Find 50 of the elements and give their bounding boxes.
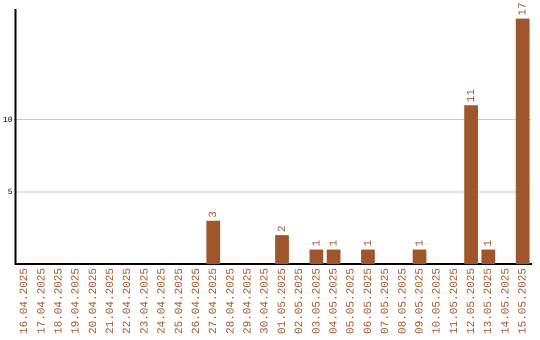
bar — [361, 250, 375, 264]
x-tick-label: 30.04.2025 — [260, 268, 272, 334]
x-tick-label: 03.05.2025 — [311, 268, 324, 334]
x-tick-label: 15.05.2025 — [518, 268, 530, 334]
x-tick-label: 14.05.2025 — [500, 268, 512, 334]
x-tick-label: 19.04.2025 — [70, 268, 83, 334]
x-tick-label: 02.05.2025 — [294, 268, 306, 334]
bar — [326, 250, 340, 264]
x-tick-label: 22.04.2025 — [122, 268, 134, 334]
bar — [464, 105, 478, 264]
data-label: 3 — [208, 211, 220, 218]
x-tick-label: 06.05.2025 — [362, 268, 375, 334]
y-tick-label: 10 — [2, 116, 13, 125]
x-tick-label: 24.04.2025 — [156, 268, 169, 334]
data-label: 1 — [311, 240, 324, 247]
x-tick-label: 20.04.2025 — [88, 268, 100, 334]
data-label: 1 — [362, 240, 375, 247]
x-tick-label: 27.04.2025 — [208, 268, 220, 334]
x-tick-label: 09.05.2025 — [414, 268, 426, 334]
data-label: 1 — [414, 240, 426, 247]
x-tick-label: 10.05.2025 — [432, 268, 444, 334]
bar — [516, 18, 530, 264]
x-tick-label: 25.04.2025 — [174, 268, 186, 334]
data-label: 17 — [518, 2, 530, 16]
x-tick-label: 08.05.2025 — [397, 268, 410, 334]
data-label: 2 — [276, 226, 289, 232]
bar — [206, 220, 220, 264]
x-tick-label: 21.04.2025 — [105, 268, 118, 334]
x-tick-label: 12.05.2025 — [466, 268, 478, 334]
x-tick-label: 07.05.2025 — [380, 268, 392, 334]
x-tick-label: 28.04.2025 — [225, 268, 238, 334]
bar — [275, 235, 289, 264]
x-tick-label: 29.04.2025 — [242, 268, 255, 334]
bar — [310, 250, 324, 264]
x-tick-label: 04.05.2025 — [328, 268, 340, 334]
y-tick-label: 5 — [8, 188, 13, 197]
data-label: 11 — [466, 88, 478, 102]
data-label: 1 — [328, 240, 340, 247]
x-tick-label: 13.05.2025 — [483, 268, 496, 334]
bar — [481, 250, 496, 264]
data-label: 1 — [483, 240, 496, 247]
x-tick-label: 11.05.2025 — [448, 268, 461, 334]
x-tick-label: 23.04.2025 — [139, 268, 152, 334]
x-tick-label: 01.05.2025 — [276, 268, 289, 334]
x-tick-label: 17.04.2025 — [36, 268, 48, 334]
x-tick-label: 16.04.2025 — [19, 268, 32, 334]
x-tick-label: 18.04.2025 — [53, 268, 66, 334]
x-tick-label: 26.04.2025 — [190, 268, 203, 334]
bar — [412, 250, 426, 264]
x-tick-label: 05.05.2025 — [346, 268, 358, 334]
